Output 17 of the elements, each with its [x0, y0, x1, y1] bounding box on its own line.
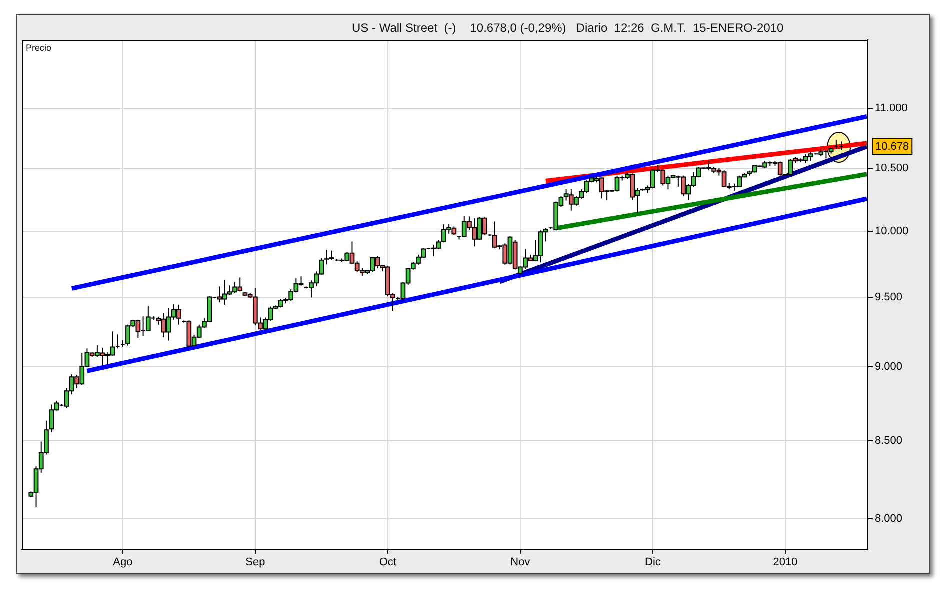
chart-title: US - Wall Street (-)	[352, 21, 456, 35]
y-tick-label: 9.500	[875, 292, 903, 304]
y-tick-label: 11.000	[875, 102, 908, 114]
x-tick-label: 2010	[773, 556, 798, 569]
y-tick-label: 10.000	[875, 225, 909, 238]
text: 10.678	[876, 141, 910, 154]
y-axis-title: Precio	[26, 43, 52, 54]
x-tick-label: Oct	[379, 556, 396, 569]
x-tick-label: Ago	[113, 556, 133, 569]
x-tick-label: Sep	[246, 556, 266, 569]
y-tick-label: 10.500	[875, 162, 909, 174]
x-tick-label: Dic	[644, 556, 662, 569]
chart-subtitle: 10.678,0 (-0,29%) Diario 12:26 G.M.T. 15-ENERO-2010	[470, 21, 784, 35]
y-tick-label: 8.500	[875, 434, 903, 447]
y-tick-label: 9.000	[875, 361, 903, 374]
x-tick-label: Nov	[510, 556, 531, 569]
y-tick-label: 8.000	[875, 513, 903, 526]
